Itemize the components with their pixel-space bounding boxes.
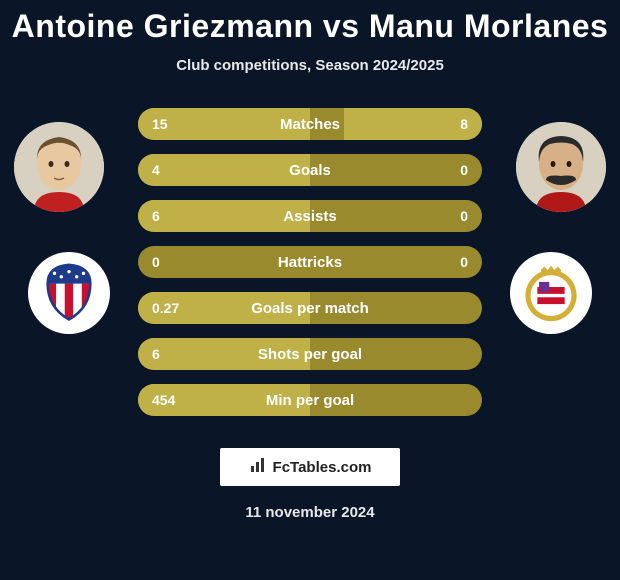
stat-row: 0Hattricks0 <box>138 246 482 278</box>
page-title: Antoine Griezmann vs Manu Morlanes <box>0 0 620 45</box>
stat-label: Shots per goal <box>138 346 482 363</box>
player-left-avatar <box>14 122 104 212</box>
stat-label: Goals per match <box>138 300 482 317</box>
player-right-avatar <box>516 122 606 212</box>
stat-label: Min per goal <box>138 392 482 409</box>
stat-label: Matches <box>138 116 482 133</box>
stat-row: 4Goals0 <box>138 154 482 186</box>
stat-label: Assists <box>138 208 482 225</box>
stat-row: 454Min per goal <box>138 384 482 416</box>
chart-icon <box>249 456 267 479</box>
branding-text: FcTables.com <box>273 459 372 476</box>
branding-badge[interactable]: FcTables.com <box>220 448 400 486</box>
stat-row: 6Shots per goal <box>138 338 482 370</box>
stat-right-value: 0 <box>460 162 468 178</box>
stat-row: 15Matches8 <box>138 108 482 140</box>
subtitle: Club competitions, Season 2024/2025 <box>0 57 620 74</box>
stat-label: Goals <box>138 162 482 179</box>
stat-row: 6Assists0 <box>138 200 482 232</box>
club-left-badge <box>28 252 110 334</box>
stat-right-value: 0 <box>460 208 468 224</box>
stat-rows: 15Matches84Goals06Assists00Hattricks00.2… <box>138 108 482 430</box>
stat-right-value: 0 <box>460 254 468 270</box>
comparison-panel: 15Matches84Goals06Assists00Hattricks00.2… <box>0 104 620 434</box>
stat-right-value: 8 <box>460 116 468 132</box>
stat-label: Hattricks <box>138 254 482 271</box>
date-label: 11 november 2024 <box>0 504 620 521</box>
stat-row: 0.27Goals per match <box>138 292 482 324</box>
club-right-badge <box>510 252 592 334</box>
